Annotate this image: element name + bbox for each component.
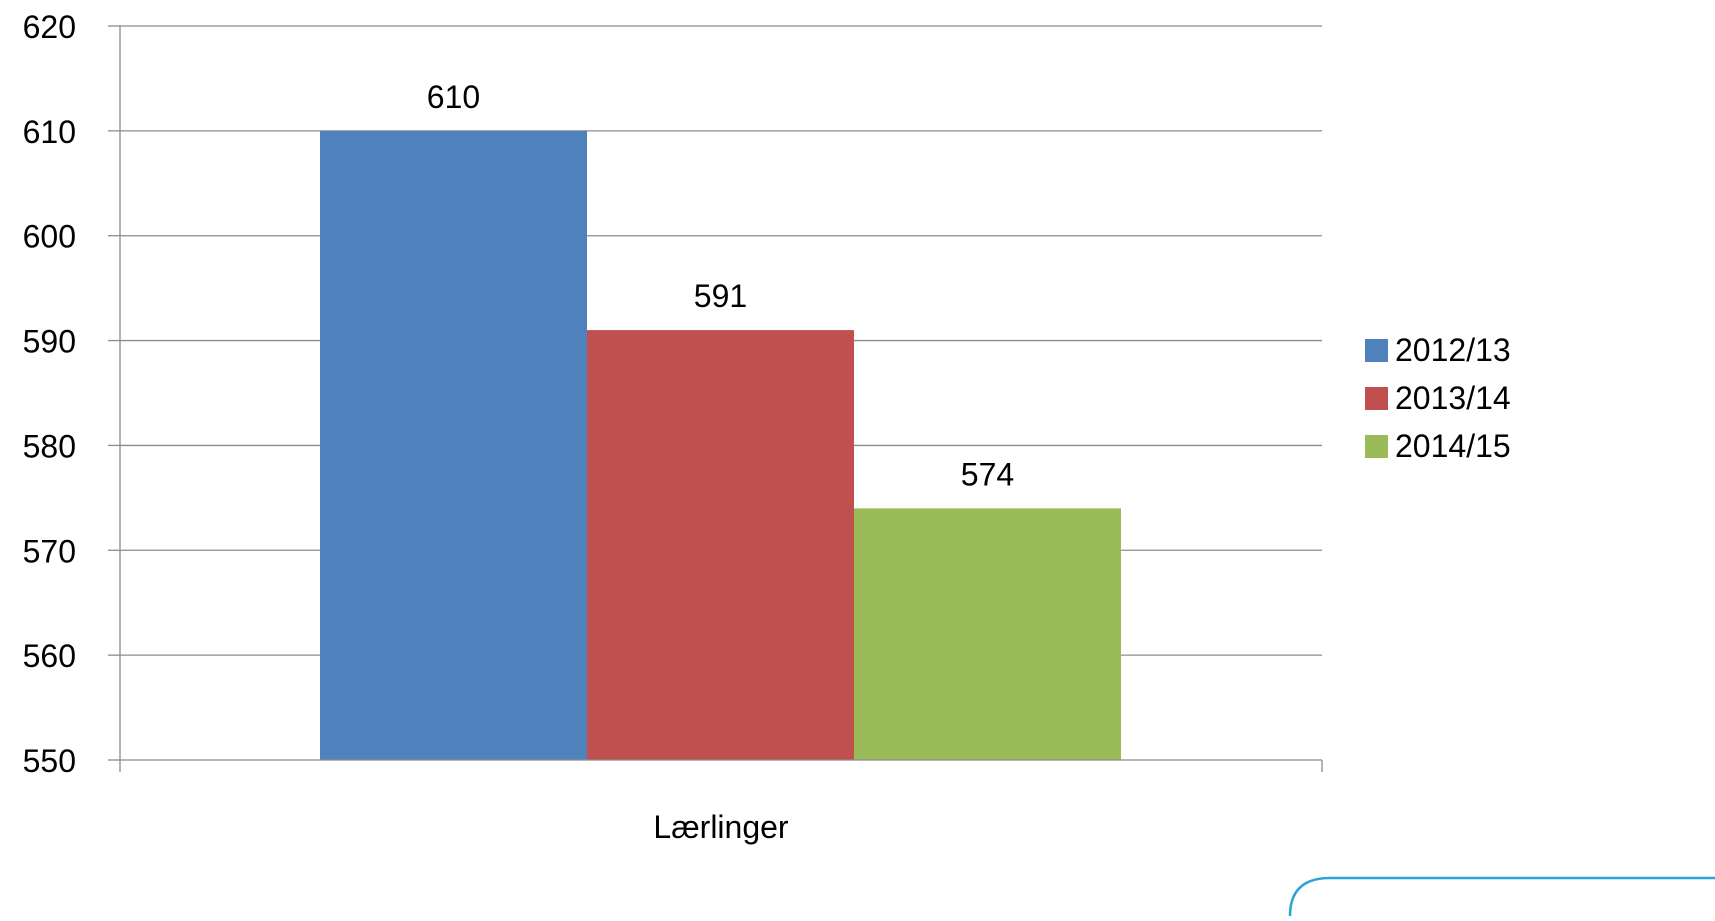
data-labels: 610 591 574 [427,79,1014,492]
bar-2013-14 [587,330,854,760]
y-tick-label-620: 620 [23,9,76,45]
y-tick-label-550: 550 [23,743,76,779]
y-tick-label-580: 580 [23,428,76,464]
bars [320,130,1121,760]
legend-label-2014-15: 2014/15 [1395,428,1511,464]
y-tick-label-600: 600 [23,219,76,255]
bar-2012-13 [320,130,587,760]
bar-2014-15 [854,508,1121,760]
legend: 2012/13 2013/14 2014/15 [1288,332,1715,917]
y-tick-label-610: 610 [23,114,76,150]
y-tick-label-590: 590 [23,324,76,360]
legend-label-2013-14: 2013/14 [1395,380,1511,416]
y-tick-label-570: 570 [23,533,76,569]
axes [108,25,1323,772]
decorative-corner-outline [1288,876,1715,917]
legend-label-2012-13: 2012/13 [1395,332,1511,368]
legend-swatch-2014-15 [1365,435,1388,458]
tick-labels: 550 560 570 580 590 600 610 620 Lærlinger [23,9,789,845]
data-label-2013-14: 591 [694,278,747,314]
data-label-2012-13: 610 [427,79,480,115]
x-category-label: Lærlinger [653,809,789,845]
y-tick-label-560: 560 [23,638,76,674]
legend-swatch-2013-14 [1365,387,1388,410]
data-label-2014-15: 574 [961,456,1014,492]
legend-swatch-2012-13 [1365,339,1388,362]
